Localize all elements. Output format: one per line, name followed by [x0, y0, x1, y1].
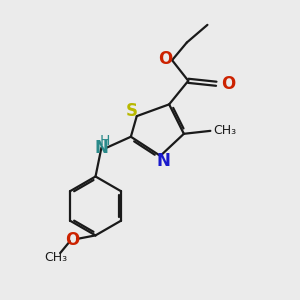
Text: O: O — [221, 75, 236, 93]
Text: CH₃: CH₃ — [44, 251, 67, 264]
Text: H: H — [100, 134, 110, 148]
Text: S: S — [125, 102, 137, 120]
Text: O: O — [65, 231, 79, 249]
Text: CH₃: CH₃ — [213, 124, 236, 137]
Text: N: N — [94, 139, 108, 157]
Text: O: O — [158, 50, 173, 68]
Text: N: N — [156, 152, 170, 170]
